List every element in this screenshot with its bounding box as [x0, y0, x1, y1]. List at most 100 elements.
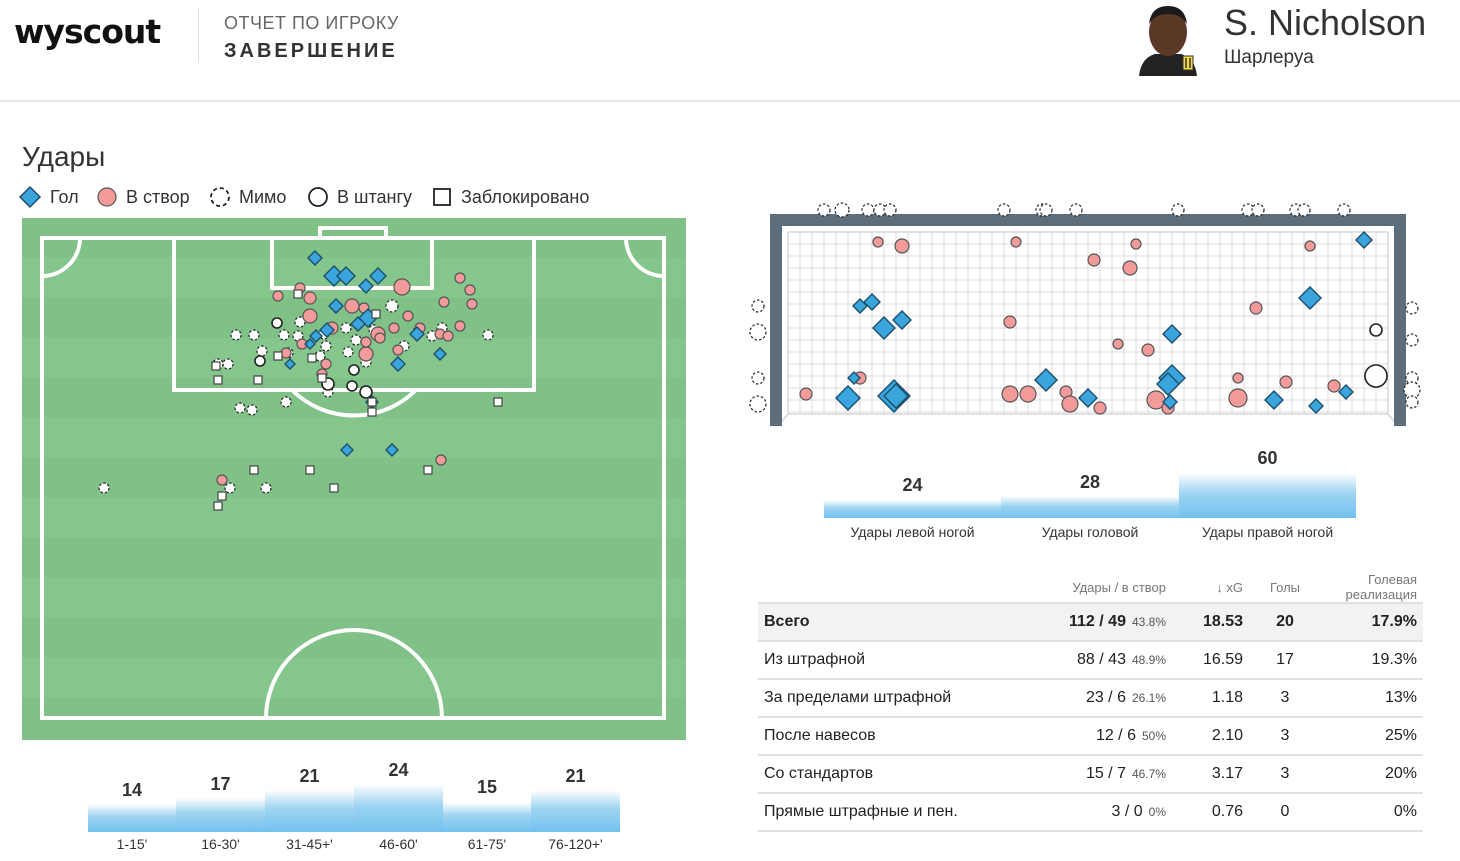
goal-shot-marker[interactable] [409, 326, 425, 342]
on-target-shot-marker[interactable] [392, 344, 404, 356]
on-target-shot-marker[interactable] [303, 291, 317, 305]
goal-shot-marker[interactable] [340, 443, 354, 457]
blocked-shot-marker[interactable] [493, 397, 503, 407]
missed-shot-marker[interactable] [482, 329, 494, 341]
on-target-shot-marker[interactable] [272, 290, 284, 302]
on-target-shot-marker[interactable] [302, 308, 318, 324]
missed-shot-marker[interactable] [751, 299, 765, 313]
missed-shot-marker[interactable] [749, 323, 767, 341]
goal-shot-marker[interactable] [390, 356, 406, 372]
missed-shot-marker[interactable] [1297, 203, 1311, 217]
goal-shot-marker[interactable] [1156, 372, 1180, 396]
missed-shot-marker[interactable] [1337, 203, 1351, 217]
missed-shot-marker[interactable] [997, 203, 1011, 217]
missed-shot-marker[interactable] [350, 334, 362, 346]
goal-shot-marker[interactable] [307, 250, 323, 266]
missed-shot-marker[interactable] [817, 203, 831, 217]
goal-shot-marker[interactable] [369, 267, 387, 285]
blocked-shot-marker[interactable] [213, 375, 223, 385]
blocked-shot-marker[interactable] [249, 465, 259, 475]
missed-shot-marker[interactable] [342, 346, 354, 358]
missed-shot-marker[interactable] [260, 482, 272, 494]
on-target-shot-marker[interactable] [1093, 401, 1107, 415]
header-shots[interactable]: Удары / в створ [1000, 572, 1172, 604]
goal-shot-marker[interactable] [385, 443, 399, 457]
missed-shot-marker[interactable] [294, 316, 306, 328]
goal-shot-marker[interactable] [433, 347, 447, 361]
on-target-shot-marker[interactable] [374, 332, 386, 344]
on-target-shot-marker[interactable] [1003, 315, 1017, 329]
missed-shot-marker[interactable] [1039, 203, 1053, 217]
missed-shot-marker[interactable] [883, 203, 897, 217]
on-target-shot-marker[interactable] [1010, 236, 1022, 248]
missed-shot-marker[interactable] [1405, 333, 1419, 347]
header-goals[interactable]: Голы [1249, 572, 1321, 604]
on-target-shot-marker[interactable] [454, 320, 466, 332]
blocked-shot-marker[interactable] [371, 309, 381, 319]
blocked-shot-marker[interactable] [423, 465, 433, 475]
on-target-shot-marker[interactable] [1327, 379, 1341, 393]
goal-shot-marker[interactable] [835, 385, 861, 411]
missed-shot-marker[interactable] [385, 299, 399, 313]
on-target-shot-marker[interactable] [894, 238, 910, 254]
blocked-shot-marker[interactable] [211, 361, 221, 371]
on-target-shot-marker[interactable] [344, 298, 360, 314]
missed-shot-marker[interactable] [1405, 395, 1419, 409]
missed-shot-marker[interactable] [1171, 203, 1185, 217]
header-conversion[interactable]: Голевая реализация [1321, 572, 1423, 604]
goal-shot-marker[interactable] [304, 338, 316, 350]
on-target-shot-marker[interactable] [360, 336, 372, 348]
goal-shot-marker[interactable] [284, 358, 296, 370]
post-shot-marker[interactable] [1364, 364, 1388, 388]
missed-shot-marker[interactable] [751, 371, 765, 385]
on-target-shot-marker[interactable] [466, 298, 478, 310]
goal-shot-marker[interactable] [309, 329, 323, 343]
on-target-shot-marker[interactable] [1141, 343, 1155, 357]
blocked-shot-marker[interactable] [367, 397, 377, 407]
blocked-shot-marker[interactable] [217, 491, 227, 501]
missed-shot-marker[interactable] [248, 329, 260, 341]
missed-shot-marker[interactable] [230, 329, 242, 341]
goal-shot-marker[interactable] [863, 293, 881, 311]
goal-shot-marker[interactable] [350, 316, 366, 332]
missed-shot-marker[interactable] [1069, 203, 1083, 217]
blocked-shot-marker[interactable] [293, 289, 303, 299]
on-target-shot-marker[interactable] [1232, 372, 1244, 384]
goal-shot-marker[interactable] [358, 278, 374, 294]
missed-shot-marker[interactable] [98, 482, 110, 494]
blocked-shot-marker[interactable] [305, 465, 315, 475]
goal-shot-marker[interactable] [883, 383, 909, 409]
on-target-shot-marker[interactable] [1304, 240, 1316, 252]
goal-shot-marker[interactable] [1162, 394, 1178, 410]
missed-shot-marker[interactable] [1403, 381, 1421, 399]
missed-shot-marker[interactable] [278, 329, 290, 341]
post-shot-marker[interactable] [346, 380, 358, 392]
goal-shot-marker[interactable] [1355, 231, 1373, 249]
blocked-shot-marker[interactable] [273, 351, 283, 361]
on-target-shot-marker[interactable] [320, 358, 332, 370]
post-shot-marker[interactable] [271, 317, 283, 329]
goal-shot-marker[interactable] [336, 266, 356, 286]
on-target-shot-marker[interactable] [1249, 301, 1263, 315]
missed-shot-marker[interactable] [749, 395, 767, 413]
post-shot-marker[interactable] [1369, 323, 1383, 337]
on-target-shot-marker[interactable] [464, 284, 476, 296]
on-target-shot-marker[interactable] [799, 387, 813, 401]
on-target-shot-marker[interactable] [435, 454, 447, 466]
on-target-shot-marker[interactable] [454, 272, 466, 284]
goal-shot-marker[interactable] [1162, 324, 1182, 344]
blocked-shot-marker[interactable] [253, 375, 263, 385]
blocked-shot-marker[interactable] [307, 353, 317, 363]
goal-shot-marker[interactable] [1034, 368, 1058, 392]
missed-shot-marker[interactable] [246, 404, 258, 416]
blocked-shot-marker[interactable] [213, 501, 223, 511]
on-target-shot-marker[interactable] [1001, 385, 1019, 403]
post-shot-marker[interactable] [359, 385, 373, 399]
goal-shot-marker[interactable] [328, 298, 344, 314]
missed-shot-marker[interactable] [222, 358, 234, 370]
blocked-shot-marker[interactable] [367, 407, 377, 417]
post-shot-marker[interactable] [254, 355, 266, 367]
blocked-shot-marker[interactable] [329, 483, 339, 493]
on-target-shot-marker[interactable] [216, 474, 228, 486]
goal-shot-marker[interactable] [1078, 388, 1098, 408]
